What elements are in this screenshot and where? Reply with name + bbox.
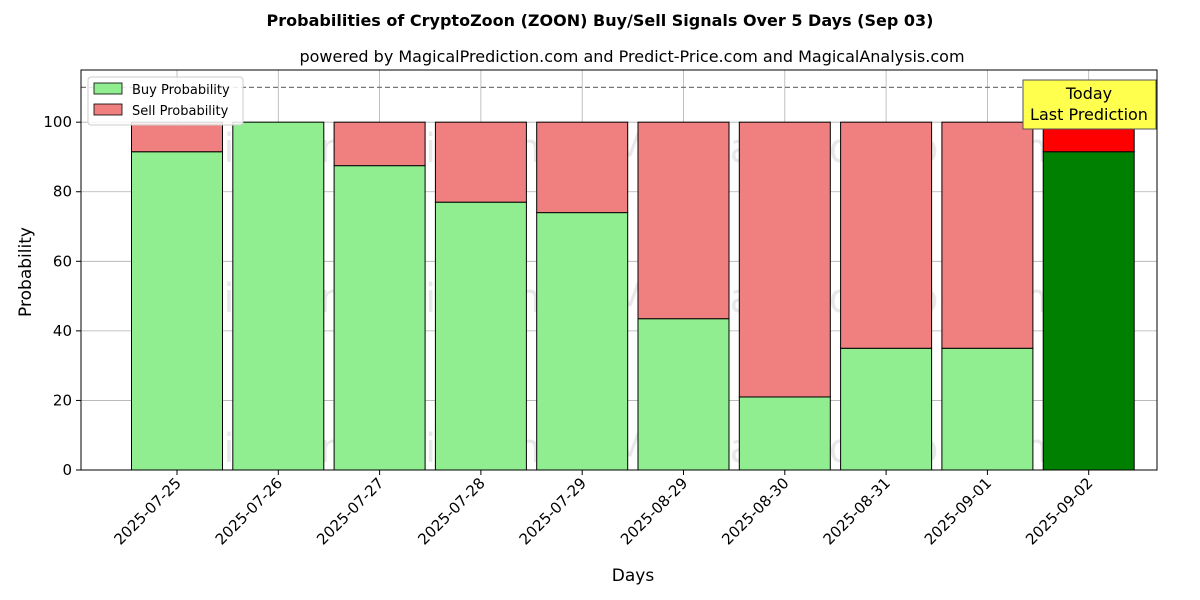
x-tick-label-2025-09-01: 2025-09-01 bbox=[921, 474, 995, 548]
x-tick-label-2025-09-02: 2025-09-02 bbox=[1022, 474, 1096, 548]
x-tick-label-2025-08-31: 2025-08-31 bbox=[820, 474, 894, 548]
chart-title: Probabilities of CryptoZoon (ZOON) Buy/S… bbox=[267, 11, 934, 30]
x-axis: 2025-07-25 2025-07-26 2025-07-27 2025-07-28… bbox=[110, 470, 1097, 548]
x-tick-label-2025-07-27: 2025-07-27 bbox=[313, 474, 387, 548]
bar-buy-2025-07-25 bbox=[131, 151, 223, 471]
bar-sell-2025-07-27 bbox=[333, 121, 426, 167]
y-axis-label: Probability bbox=[16, 227, 36, 317]
bar-buy-2025-07-28 bbox=[434, 201, 527, 471]
y-tick-label-100: 100 bbox=[43, 113, 72, 131]
bar-sell-2025-08-29 bbox=[637, 121, 730, 320]
legend-label-sell: Sell Probability bbox=[132, 104, 229, 119]
annotation-line1: Today bbox=[1065, 84, 1112, 103]
y-tick-label-80: 80 bbox=[53, 183, 72, 201]
bar-buy-2025-09-02 bbox=[1042, 151, 1135, 471]
bar-sell-2025-09-01 bbox=[941, 121, 1034, 349]
annotation-box bbox=[1022, 79, 1157, 130]
bar-buy-2025-07-26 bbox=[232, 121, 325, 471]
bar-buy-2025-08-29 bbox=[637, 318, 730, 471]
bar-buy-2025-09-01 bbox=[941, 347, 1034, 471]
y-axis: 0 20 40 60 80 100 bbox=[43, 113, 81, 479]
bar-sell-2025-07-28 bbox=[434, 121, 527, 203]
y-tick-label-20: 20 bbox=[53, 391, 72, 409]
legend-swatch-buy bbox=[93, 82, 123, 95]
y-tick-label-0: 0 bbox=[62, 461, 72, 479]
y-tick-label-60: 60 bbox=[53, 252, 72, 270]
plot-area bbox=[80, 69, 1158, 471]
x-tick-label-2025-07-28: 2025-07-28 bbox=[414, 474, 488, 548]
x-tick-label-2025-07-26: 2025-07-26 bbox=[212, 474, 286, 548]
x-tick-label-2025-07-29: 2025-07-29 bbox=[516, 474, 590, 548]
x-tick-label-2025-07-25: 2025-07-25 bbox=[110, 474, 184, 548]
legend-box bbox=[87, 76, 244, 126]
bar-buy-2025-07-29 bbox=[536, 212, 629, 471]
bar-buy-2025-08-31 bbox=[840, 347, 933, 471]
bar-sell-2025-08-31 bbox=[840, 121, 933, 349]
x-tick-label-2025-08-30: 2025-08-30 bbox=[718, 474, 792, 548]
annotation-line2: Last Prediction bbox=[1030, 105, 1148, 124]
legend-swatch-sell bbox=[93, 103, 123, 116]
chart-subtitle: powered by MagicalPrediction.com and Pre… bbox=[299, 47, 964, 66]
today-annotation: Today Last Prediction bbox=[1022, 79, 1157, 130]
bar-sell-2025-07-25 bbox=[131, 121, 223, 153]
legend-label-buy: Buy Probability bbox=[132, 83, 230, 98]
bar-sell-2025-07-29 bbox=[536, 121, 629, 214]
bar-buy-2025-07-27 bbox=[333, 165, 426, 471]
x-tick-label-2025-08-29: 2025-08-29 bbox=[617, 474, 691, 548]
bar-sell-2025-08-30 bbox=[738, 121, 831, 398]
x-axis-label: Days bbox=[612, 566, 655, 586]
bars bbox=[131, 121, 1135, 471]
y-tick-label-40: 40 bbox=[53, 322, 72, 340]
legend: Buy Probability Sell Probability bbox=[87, 76, 244, 126]
bar-buy-2025-08-30 bbox=[738, 396, 831, 471]
